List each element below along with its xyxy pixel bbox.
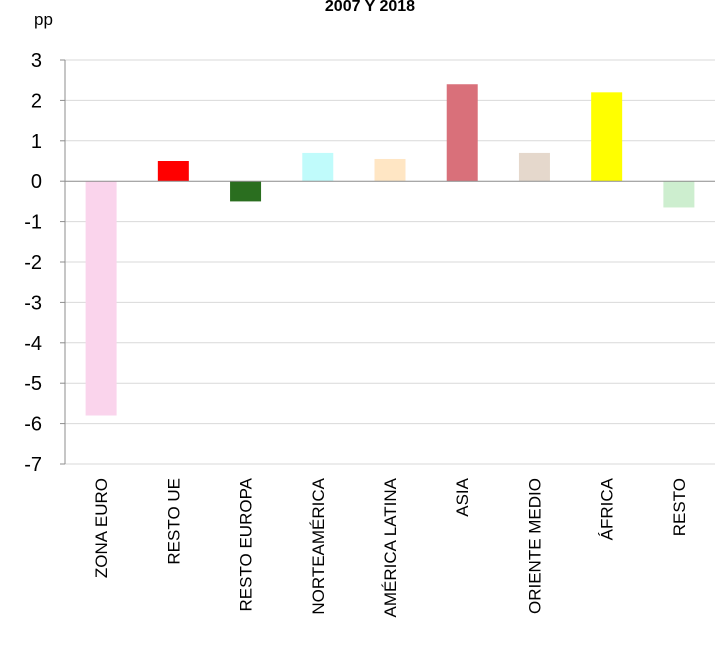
- bar: [302, 152, 334, 182]
- bar: [446, 84, 478, 182]
- y-tick-label: -6: [24, 414, 42, 436]
- y-tick-label: -2: [24, 252, 42, 274]
- x-category-labels: ZONA EURO RESTO UE RESTO EUROPA NORTEAMÉRIC…: [92, 477, 689, 617]
- y-tick-label: -4: [24, 333, 42, 355]
- x-category-label: RESTO: [670, 478, 689, 536]
- y-tick-label: 3: [31, 50, 42, 72]
- y-tick-label: 1: [31, 131, 42, 153]
- bar: [591, 92, 623, 182]
- x-category-label: RESTO EUROPA: [237, 477, 256, 611]
- bar: [374, 158, 406, 182]
- y-tick-label: -3: [24, 292, 42, 314]
- x-category-label: ZONA EURO: [92, 478, 111, 578]
- bar: [230, 181, 262, 202]
- y-tick-label: -5: [24, 373, 42, 395]
- bar: [85, 181, 117, 416]
- y-tick-labels: 3 2 1 0 -1 -2 -3 -4 -5 -6 -7: [24, 50, 42, 476]
- y-axis-unit-label: pp: [34, 10, 53, 29]
- bar: [518, 152, 550, 182]
- y-tick-label: 2: [31, 90, 42, 112]
- y-tick-label: -1: [24, 212, 42, 234]
- x-category-label: AMÉRICA LATINA: [381, 477, 400, 617]
- axes: [60, 59, 715, 465]
- x-category-label: ÁFRICA: [598, 477, 617, 540]
- bar: [663, 181, 695, 208]
- x-category-label: RESTO UE: [164, 478, 183, 565]
- y-tick-label: 0: [31, 171, 42, 193]
- x-category-label: NORTEAMÉRICA: [309, 477, 328, 614]
- chart-title: 2007 Y 2018: [325, 0, 415, 15]
- gridlines: [65, 59, 715, 465]
- x-category-label: ASIA: [453, 477, 472, 516]
- x-category-label: ORIENTE MEDIO: [525, 478, 544, 614]
- y-tick-label: -7: [24, 454, 42, 476]
- bars: [85, 84, 695, 416]
- bar: [157, 161, 189, 182]
